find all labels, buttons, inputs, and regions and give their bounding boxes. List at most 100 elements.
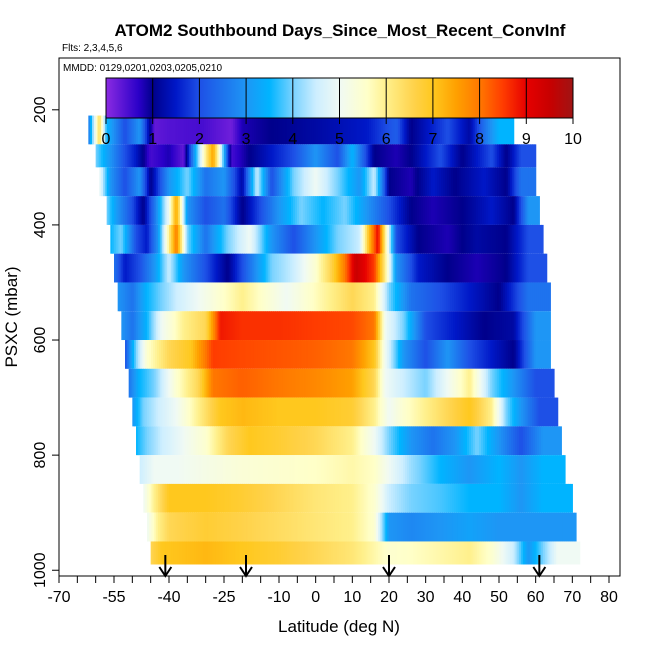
heatmap-cell (424, 253, 427, 283)
heatmap-cell (246, 340, 249, 369)
heatmap-cell (366, 340, 369, 369)
heatmap-cell (481, 196, 485, 225)
heatmap-cell (167, 224, 170, 254)
heatmap-cell (553, 455, 556, 484)
heatmap-cell (409, 397, 413, 427)
heatmap-cell (317, 253, 320, 283)
heatmap-cell (248, 397, 251, 427)
heatmap-cell (387, 368, 390, 398)
heatmap-cell (368, 512, 371, 542)
heatmap-cell (296, 282, 299, 312)
heatmap-cell (478, 397, 482, 427)
heatmap-cell (513, 541, 517, 565)
heatmap-cell (180, 253, 183, 283)
heatmap-cell (469, 253, 472, 283)
heatmap-cell (383, 426, 386, 456)
heatmap-cell (327, 455, 330, 484)
heatmap-cell (451, 426, 454, 456)
heatmap-cell (227, 282, 231, 312)
heatmap-cell (123, 282, 126, 312)
heatmap-cell (333, 115, 337, 145)
heatmap-cell (329, 426, 332, 456)
heatmap-cell (211, 368, 214, 398)
heatmap-cell (502, 167, 506, 197)
heatmap-cell (433, 167, 436, 197)
heatmap-cell (143, 115, 146, 145)
heatmap-cell (233, 311, 236, 341)
heatmap-cell (307, 224, 311, 254)
heatmap-cell (521, 512, 524, 542)
heatmap-cell (298, 483, 301, 513)
heatmap-cell (411, 115, 414, 145)
heatmap-cell (366, 483, 369, 513)
heatmap-cell (422, 224, 425, 254)
heatmap-cell (169, 224, 172, 254)
heatmap-cell (346, 311, 350, 341)
heatmap-cell (294, 512, 297, 542)
heatmap-cell (403, 483, 406, 513)
heatmap-cell (275, 455, 278, 484)
heatmap-cell (169, 115, 172, 145)
heatmap-cell (526, 167, 529, 197)
heatmap-cell (325, 368, 328, 398)
heatmap-cell (194, 196, 198, 225)
heatmap-cell (168, 368, 171, 398)
heatmap-cell (467, 340, 471, 369)
heatmap-cell (528, 167, 531, 197)
heatmap-cell (152, 167, 155, 197)
heatmap-cell (261, 253, 265, 283)
heatmap-cell (165, 282, 168, 312)
heatmap-cell (125, 167, 128, 197)
heatmap-cell (430, 512, 434, 542)
heatmap-cell (319, 426, 323, 456)
heatmap-cell (179, 426, 183, 456)
heatmap-cell (333, 512, 336, 542)
heatmap-cell (145, 167, 148, 197)
heatmap-cell (255, 340, 259, 369)
heatmap-cell (507, 311, 511, 341)
heatmap-cell (159, 512, 163, 542)
heatmap-cell (445, 224, 449, 254)
heatmap-cell (134, 397, 137, 427)
heatmap-cell (412, 541, 416, 565)
heatmap-cell (185, 311, 188, 341)
heatmap-cell (200, 311, 203, 341)
heatmap-cell (240, 397, 243, 427)
heatmap-cell (192, 167, 196, 197)
heatmap-cell (121, 115, 124, 145)
heatmap-cell (555, 397, 559, 427)
heatmap-cell (368, 253, 372, 283)
heatmap-cell (190, 115, 193, 145)
heatmap-cell (342, 426, 346, 456)
heatmap-cell (408, 253, 411, 283)
heatmap-cell (134, 253, 137, 283)
heatmap-cell (203, 541, 207, 565)
heatmap-cell (522, 397, 526, 427)
heatmap-cell (455, 115, 459, 145)
heatmap-cell (286, 340, 290, 369)
heatmap-cell (220, 340, 224, 369)
heatmap-cell (527, 368, 531, 398)
heatmap-cell (416, 455, 420, 484)
heatmap-cell (236, 196, 240, 225)
heatmap-cell (496, 224, 500, 254)
heatmap-cell (292, 397, 296, 427)
heatmap-cell (365, 196, 368, 225)
heatmap-cell (359, 115, 362, 145)
heatmap-cell (163, 282, 166, 312)
heatmap-cell (535, 196, 539, 225)
heatmap-cell (403, 167, 406, 197)
heatmap-cell (238, 368, 241, 398)
heatmap-cell (455, 368, 459, 398)
heatmap-cell (225, 144, 229, 168)
heatmap-cell (443, 115, 447, 145)
heatmap-cell (152, 541, 155, 565)
heatmap-cell (368, 541, 371, 565)
heatmap-cell (424, 483, 428, 513)
heatmap-cell (472, 311, 476, 341)
heatmap-cell (493, 397, 496, 427)
heatmap-cell (459, 115, 463, 145)
heatmap-cell (282, 455, 286, 484)
heatmap-cell (187, 311, 190, 341)
heatmap-cell (468, 144, 471, 168)
